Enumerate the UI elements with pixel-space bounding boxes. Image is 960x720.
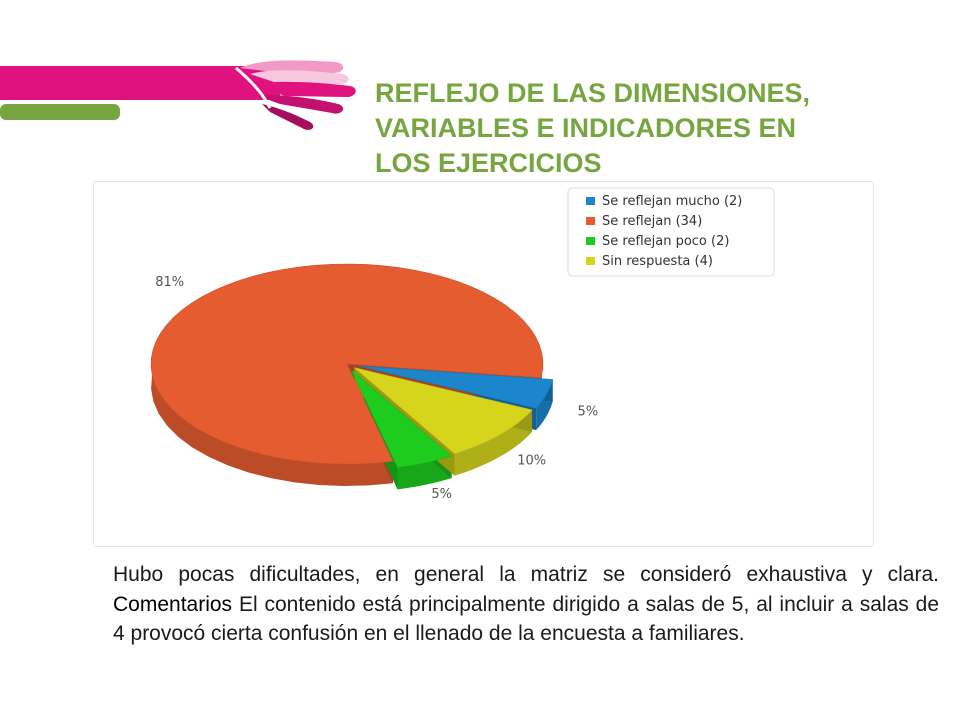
pie-slice-label: 5% [431, 487, 452, 502]
chart-legend: Se reflejan mucho (2) Se reflejan (34) Se … [567, 187, 775, 277]
pie-slice [354, 367, 533, 454]
slide-title: REFLEJO DE LAS DIMENSIONES, VARIABLES E … [375, 78, 811, 178]
pie-slice-wall [454, 409, 533, 476]
magenta-stripe [0, 66, 280, 100]
legend-swatch [586, 217, 595, 225]
pie-slice [150, 263, 544, 465]
legend-swatch [586, 237, 595, 245]
comment-text-part1: Hubo pocas dificultades, en general la m… [113, 563, 939, 586]
pie-slice [358, 365, 554, 409]
comment-paragraph: Hubo pocas dificultades, en general la m… [113, 560, 939, 649]
legend-item: Se reflejan poco (2) [602, 234, 729, 249]
pie-slice [351, 369, 453, 468]
comment-emphasis: Comentarios [113, 592, 233, 616]
pie-slice-label: 10% [517, 454, 546, 469]
pie-chart: 5%81%5%10%Se reflejan mucho (2)Se reflej… [150, 187, 775, 502]
green-stripe [0, 104, 120, 120]
legend-item: Se reflejan mucho (2) [602, 194, 742, 209]
pie-slices [150, 263, 554, 490]
pie-slice-label: 5% [578, 404, 599, 419]
chart-panel: 5% 81% 5% 10% Se reflejan mucho (2) Se reflej… [93, 181, 874, 547]
legend-swatch [586, 257, 595, 265]
pie-slice-label: 81% [155, 275, 184, 290]
legend-swatch [586, 197, 595, 205]
legend-item: Se reflejan (34) [602, 214, 702, 229]
comment-text-part2: El contenido está principalmente dirigid… [113, 592, 939, 646]
legend-box [567, 187, 775, 277]
legend-item: Sin respuesta (4) [602, 254, 713, 269]
